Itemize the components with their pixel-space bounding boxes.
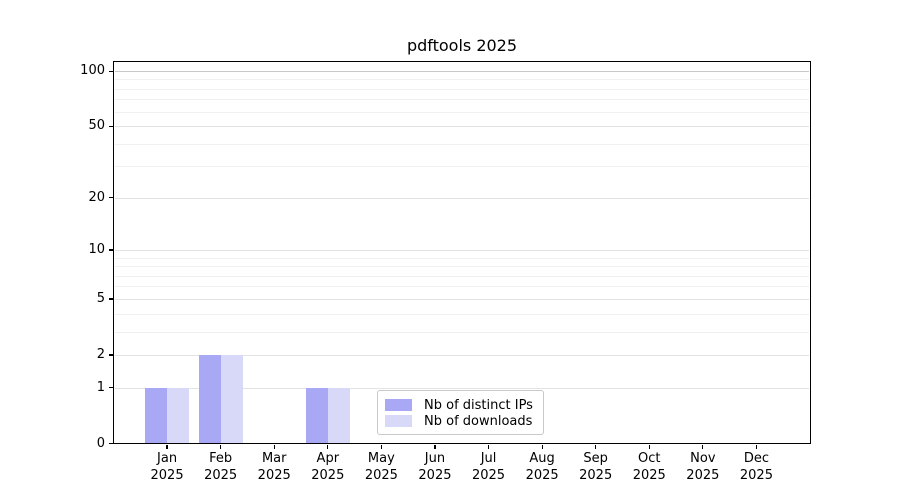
x-tick-month: Jul xyxy=(480,450,497,466)
x-tick-year: 2025 xyxy=(686,467,720,483)
legend-label-distinct-ips: Nb of distinct IPs xyxy=(424,397,533,413)
y-tick-label: 20 xyxy=(88,189,105,205)
x-tick-year: 2025 xyxy=(364,467,398,483)
legend-item-downloads: Nb of downloads xyxy=(385,413,535,429)
x-tick-year: 2025 xyxy=(739,467,773,483)
y-tick-label: 2 xyxy=(96,346,105,362)
gridline-minor xyxy=(114,275,809,277)
bar-downloads xyxy=(220,354,243,444)
gridline-major xyxy=(114,126,809,128)
bar-distinct-ips xyxy=(145,387,168,444)
x-tick-year: 2025 xyxy=(204,467,238,483)
gridline-major xyxy=(114,249,809,251)
x-tick-year: 2025 xyxy=(525,467,559,483)
gridline-major xyxy=(114,354,809,356)
x-tick-mark xyxy=(273,444,275,449)
x-tick-month: Dec xyxy=(743,450,769,466)
x-tick-mark xyxy=(702,444,704,449)
gridline-minor xyxy=(114,88,809,90)
y-tick-label: 0 xyxy=(96,435,105,451)
bar-distinct-ips xyxy=(305,387,328,444)
y-tick-mark xyxy=(109,298,113,300)
x-tick-month: Sep xyxy=(583,450,608,466)
y-tick-mark xyxy=(109,249,113,251)
x-tick-year: 2025 xyxy=(579,467,613,483)
x-tick-mark xyxy=(541,444,543,449)
x-tick-mark xyxy=(327,444,329,449)
legend-swatch-downloads xyxy=(385,415,412,427)
y-tick-label: 50 xyxy=(88,118,105,134)
y-tick-label: 1 xyxy=(96,379,105,395)
x-tick-mark xyxy=(434,444,436,449)
x-tick-month: Jan xyxy=(157,450,178,466)
chart-title: pdftools 2025 xyxy=(406,36,518,55)
x-tick-label: Jan 2025 xyxy=(132,450,202,484)
y-tick-mark xyxy=(109,70,113,72)
x-tick-label: Mar 2025 xyxy=(239,450,309,484)
x-tick-year: 2025 xyxy=(471,467,506,483)
x-tick-mark xyxy=(487,444,490,449)
x-tick-mark xyxy=(220,444,222,449)
x-tick-year: 2025 xyxy=(311,467,345,483)
gridline-minor xyxy=(114,266,809,268)
gridline-minor xyxy=(114,257,809,259)
x-tick-label: Oct 2025 xyxy=(614,450,684,484)
x-tick-label: May 2025 xyxy=(346,450,416,484)
gridline-major xyxy=(114,298,809,300)
gridline-minor xyxy=(114,166,809,168)
bar-downloads xyxy=(167,387,190,444)
x-tick-year: 2025 xyxy=(150,467,184,483)
legend: Nb of distinct IPs Nb of downloads xyxy=(377,390,544,435)
gridline-minor xyxy=(114,313,809,315)
x-tick-label: Jun 2025 xyxy=(400,450,470,484)
legend-item-distinct-ips: Nb of distinct IPs xyxy=(385,397,535,413)
y-tick-mark xyxy=(109,125,113,127)
bar-distinct-ips xyxy=(198,354,221,444)
x-tick-month: Apr xyxy=(316,450,340,466)
x-tick-label: Jul 2025 xyxy=(454,450,524,484)
x-tick-month: Oct xyxy=(638,450,661,466)
x-tick-month: Feb xyxy=(209,450,233,466)
x-tick-mark xyxy=(166,444,168,449)
x-tick-month: Jun xyxy=(424,450,446,466)
bar-downloads xyxy=(327,387,350,444)
x-tick-label: Apr 2025 xyxy=(293,450,363,484)
x-tick-month: Aug xyxy=(529,450,555,466)
x-tick-mark xyxy=(595,444,597,449)
gridline-minor xyxy=(114,111,809,113)
x-tick-year: 2025 xyxy=(418,467,452,483)
y-tick-mark xyxy=(109,354,113,356)
y-tick-label: 5 xyxy=(96,290,105,306)
x-tick-label: Aug 2025 xyxy=(507,450,577,484)
x-tick-year: 2025 xyxy=(257,467,291,483)
x-tick-mark xyxy=(648,444,650,449)
x-tick-year: 2025 xyxy=(632,467,666,483)
y-tick-label: 10 xyxy=(88,241,105,257)
gridline-major xyxy=(114,197,809,199)
x-tick-mark xyxy=(380,444,382,449)
gridline-minor xyxy=(114,99,809,101)
gridline-major xyxy=(114,71,809,72)
gridline-minor xyxy=(114,79,809,81)
x-tick-label: Sep 2025 xyxy=(561,450,631,484)
legend-swatch-distinct-ips xyxy=(385,399,412,411)
x-tick-mark xyxy=(755,444,757,449)
x-tick-label: Feb 2025 xyxy=(186,450,256,484)
legend-label-downloads: Nb of downloads xyxy=(424,413,533,429)
x-tick-label: Dec 2025 xyxy=(721,450,791,484)
x-tick-month: May xyxy=(367,450,395,466)
y-tick-label: 100 xyxy=(80,63,105,78)
y-tick-mark xyxy=(109,387,113,389)
gridline-minor xyxy=(114,143,809,145)
y-tick-mark xyxy=(109,443,113,445)
gridline-minor xyxy=(114,286,809,288)
y-tick-mark xyxy=(109,197,113,199)
gridline-major xyxy=(114,387,809,389)
x-tick-month: Nov xyxy=(690,450,716,466)
x-tick-month: Mar xyxy=(261,450,287,466)
x-tick-label: Nov 2025 xyxy=(668,450,738,484)
gridline-minor xyxy=(114,331,809,333)
